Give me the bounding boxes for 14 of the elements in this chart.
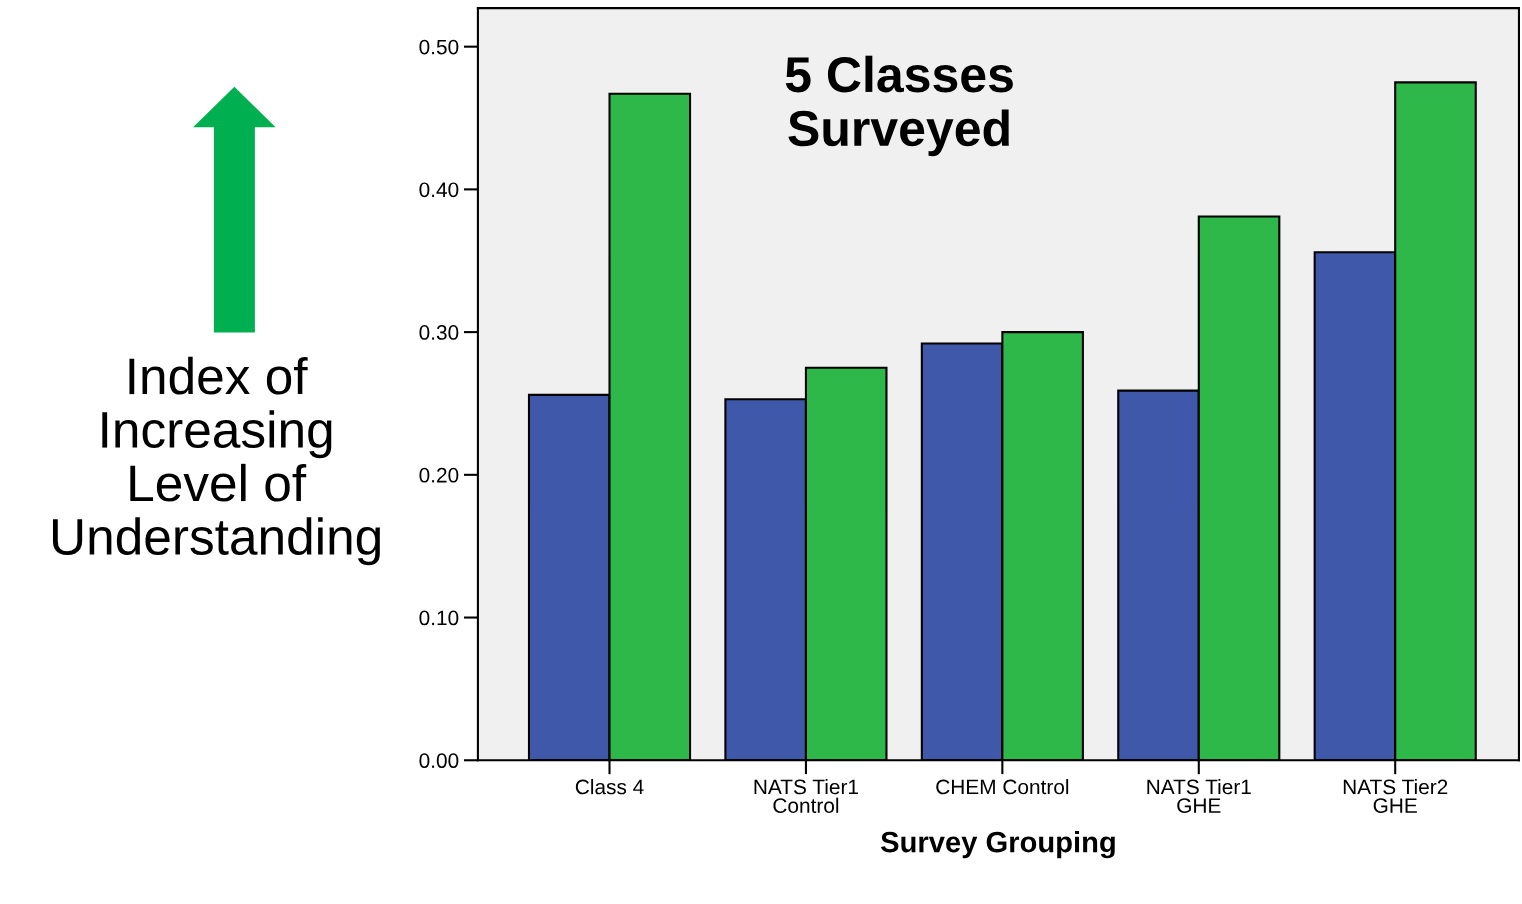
text: 5 Classes Surveyed (785, 55, 1013, 157)
y-tick-label: 0.20 (419, 467, 459, 483)
x-tick-label: NATS Tier1 Control (754, 779, 858, 813)
y-tick-label: 0.00 (419, 753, 459, 769)
y-axis-title: Index of Increasing Level of Understanding (52, 356, 380, 566)
y-tick-label: 0.40 (419, 182, 459, 198)
x-tick-label: NATS Tier2 GHE (1343, 779, 1448, 813)
y-tick-label: 0.10 (419, 610, 459, 626)
x-tick-label: NATS Tier1 GHE (1147, 779, 1251, 813)
x-tick-label: Class 4 (575, 779, 644, 795)
y-tick-label: 0.50 (419, 39, 459, 55)
x-axis-title: Survey Grouping (880, 830, 1115, 859)
x-tick-label: CHEM Control (936, 779, 1069, 795)
y-tick-label: 0.30 (419, 325, 459, 340)
